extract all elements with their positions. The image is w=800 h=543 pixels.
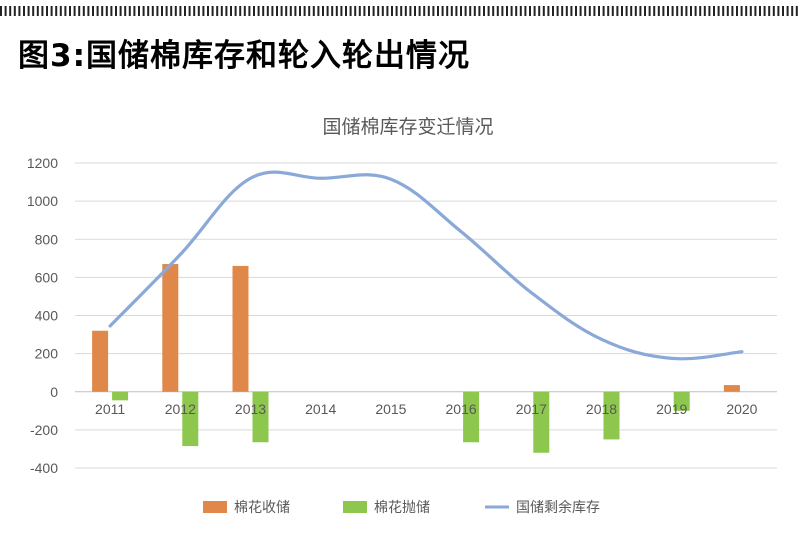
y-tick-label: -400 — [30, 460, 58, 476]
y-axis: 1200 1000 800 600 400 200 0 -200 -400 — [27, 155, 58, 476]
x-tick-label: 2017 — [516, 401, 547, 417]
y-tick-label: 1200 — [27, 155, 58, 171]
bar-purchase — [232, 265, 249, 392]
legend-purchase-swatch — [203, 501, 227, 513]
x-tick-label: 2011 — [95, 401, 125, 417]
x-tick-label: 2016 — [446, 401, 477, 417]
y-tick-label: -200 — [30, 422, 58, 438]
legend-purchase-label: 棉花收储 — [234, 499, 290, 516]
bar-release — [673, 391, 690, 411]
y-tick-label: 800 — [35, 231, 59, 247]
x-tick-label: 2014 — [305, 401, 336, 417]
bar-purchase — [723, 385, 740, 392]
legend-release-swatch — [343, 501, 367, 513]
bar-purchase — [92, 330, 109, 392]
page-title: 图3:国储棉库存和轮入轮出情况 — [18, 38, 470, 74]
bar-release — [603, 391, 620, 440]
bar-purchase — [162, 264, 179, 392]
y-tick-label: 400 — [35, 308, 59, 324]
legend-remaining-label: 国储剩余库存 — [516, 499, 600, 516]
line-remaining-inventory — [108, 170, 744, 361]
bars — [92, 264, 740, 453]
x-axis: 2011 2012 2013 2014 2015 2016 2017 2018 2019 2020 — [95, 401, 758, 417]
bar-release — [463, 391, 480, 443]
y-tick-label: 1000 — [27, 193, 58, 209]
legend: 棉花收储 棉花抛储 国储剩余库存 — [203, 499, 600, 516]
x-tick-label: 2020 — [726, 401, 757, 417]
bar-release — [533, 391, 550, 453]
x-tick-label: 2012 — [165, 401, 196, 417]
bar-release — [112, 391, 129, 401]
x-tick-label: 2018 — [586, 401, 617, 417]
gridlines — [75, 162, 777, 469]
chart-title: 国储棉库存变迁情况 — [322, 116, 493, 138]
legend-release-label: 棉花抛储 — [374, 499, 430, 516]
x-tick-label: 2013 — [235, 401, 266, 417]
x-tick-label: 2019 — [656, 401, 687, 417]
x-tick-label: 2015 — [375, 401, 406, 417]
bar-release — [182, 391, 199, 447]
y-tick-label: 200 — [35, 346, 59, 362]
bar-release — [252, 391, 269, 443]
line-series — [108, 170, 744, 361]
y-tick-label: 600 — [35, 269, 59, 285]
y-tick-label: 0 — [50, 384, 58, 400]
